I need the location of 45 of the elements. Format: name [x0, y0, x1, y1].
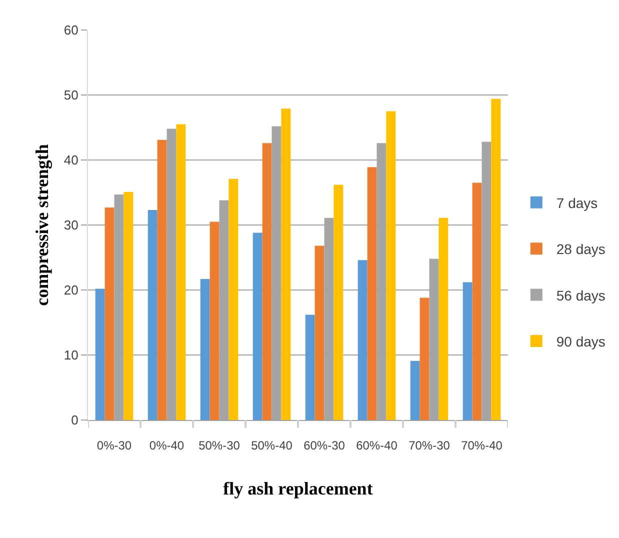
- bar: [210, 222, 220, 420]
- x-tick-label: 0%-30: [96, 438, 132, 452]
- bar: [281, 108, 291, 420]
- legend-label: 28 days: [556, 241, 606, 258]
- bar: [334, 184, 344, 420]
- bar: [200, 278, 210, 420]
- x-tick-label: 70%-30: [408, 438, 450, 452]
- bar: [472, 182, 482, 420]
- bar: [228, 178, 238, 420]
- y-tick-label: 10: [64, 348, 78, 363]
- y-tick-label: 30: [64, 218, 78, 233]
- bar: [305, 314, 315, 420]
- bar: [367, 167, 377, 420]
- bar: [462, 282, 472, 420]
- bar: [124, 192, 134, 420]
- bar: [104, 207, 114, 420]
- x-tick-label: 70%-40: [461, 438, 503, 452]
- x-tick-label: 50%-40: [251, 438, 293, 452]
- legend-label: 56 days: [556, 287, 606, 304]
- x-tick-label: 50%-30: [198, 438, 240, 452]
- bar: [410, 360, 420, 420]
- x-axis-title: fly ash replacement: [223, 478, 373, 498]
- y-tick-label: 20: [64, 282, 78, 298]
- bar: [157, 140, 167, 420]
- bar: [491, 98, 501, 420]
- y-tick-label: 60: [64, 22, 78, 38]
- bar: [176, 124, 186, 420]
- y-tick-label: 40: [64, 152, 78, 168]
- bar: [148, 210, 158, 420]
- legend-label: 7 days: [556, 194, 598, 211]
- bar: [314, 246, 324, 420]
- legend-label: 90 days: [556, 333, 606, 350]
- bar: [252, 232, 262, 420]
- bar: [386, 111, 396, 420]
- x-tick-label: 60%-40: [356, 438, 398, 452]
- y-tick-label: 50: [64, 88, 78, 103]
- bar: [95, 288, 105, 420]
- bar: [420, 298, 430, 420]
- y-axis-title: compressive strength: [32, 144, 52, 306]
- x-tick-label: 60%-30: [304, 438, 346, 452]
- bar: [438, 218, 448, 420]
- bar: [262, 143, 272, 420]
- y-tick-label: 0: [71, 412, 78, 428]
- bar: [358, 260, 368, 420]
- x-tick-label: 0%-40: [149, 438, 184, 452]
